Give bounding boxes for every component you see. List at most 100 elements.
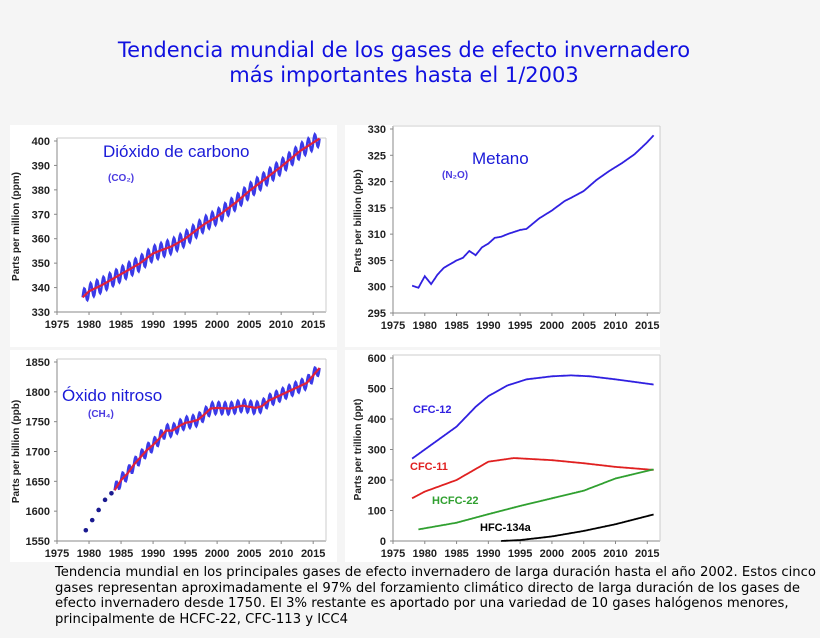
y-tick-label: 200 <box>368 475 386 487</box>
x-tick-label: 2005 <box>571 548 595 560</box>
x-tick-label: 2005 <box>237 319 261 331</box>
y-tick-label: 390 <box>32 160 50 172</box>
title-line-1: Tendencia mundial de los gases de efecto… <box>117 38 691 62</box>
x-tick-label: 2010 <box>603 548 627 560</box>
panel-background <box>10 350 337 562</box>
y-tick-label: 1600 <box>26 506 50 518</box>
x-tick-label: 1980 <box>77 319 101 331</box>
series-line <box>411 374 654 460</box>
y-tick-label: 1700 <box>26 447 50 459</box>
y-tick-label: 600 <box>368 353 386 365</box>
series-label: CFC-12 <box>413 404 452 416</box>
x-tick-label: 1995 <box>173 548 197 560</box>
x-tick-label: 1990 <box>476 320 500 332</box>
y-tick-label: 380 <box>32 185 50 197</box>
x-tick-label: 1990 <box>141 548 165 560</box>
chart-title: Metano <box>472 149 529 168</box>
x-tick-label: 1975 <box>45 319 69 331</box>
chart-subtitle: (CH₄) <box>88 409 114 420</box>
chart-panel-4: 1975 1980 1985 1990 1995 2000 2005 2010 2015 0 100… <box>345 350 661 562</box>
x-tick-label: 1985 <box>109 548 133 560</box>
x-tick-label: 1975 <box>381 548 405 560</box>
caption: Tendencia mundial en los principales gas… <box>55 565 816 627</box>
series-line <box>411 134 655 289</box>
y-tick-label: 400 <box>368 414 386 426</box>
y-tick-label: 325 <box>368 150 386 162</box>
y-tick-label: 330 <box>368 124 386 136</box>
x-tick-label: 2005 <box>571 320 595 332</box>
y-tick-label: 400 <box>32 136 50 148</box>
y-axis-label: Parts per billion (ppb) <box>353 169 364 272</box>
y-axis-label: Parts per billion (ppb) <box>11 400 22 503</box>
data-point <box>96 507 101 513</box>
y-axis-label: Parts per million (ppm) <box>11 172 22 281</box>
chart-panel-1: 1975 1980 1985 1990 1995 2000 2005 2010 2015 330 3… <box>10 125 337 347</box>
x-tick-label: 2010 <box>603 320 627 332</box>
data-point <box>83 527 89 533</box>
y-tick-label: 1800 <box>26 387 50 399</box>
x-tick-label: 1975 <box>45 548 69 560</box>
y-tick-label: 315 <box>368 203 386 215</box>
y-tick-label: 295 <box>368 308 386 320</box>
x-tick-label: 1990 <box>141 319 165 331</box>
y-tick-label: 320 <box>368 177 386 189</box>
x-tick-label: 2015 <box>301 319 325 331</box>
y-tick-label: 1650 <box>26 476 50 488</box>
x-tick-label: 2015 <box>635 320 659 332</box>
y-tick-label: 310 <box>368 229 386 241</box>
x-tick-label: 2010 <box>269 548 293 560</box>
series-line <box>418 468 654 531</box>
series-label: CFC-11 <box>410 461 448 473</box>
series-label: HFC-134a <box>480 522 532 534</box>
y-tick-label: 340 <box>32 283 50 295</box>
x-tick-label: 1975 <box>381 320 405 332</box>
chart-subtitle: (CO₂) <box>108 173 134 184</box>
x-tick-label: 1995 <box>508 548 532 560</box>
y-tick-label: 100 <box>368 506 386 518</box>
data-point <box>89 517 95 523</box>
x-tick-label: 2000 <box>540 548 564 560</box>
x-tick-label: 2005 <box>237 548 261 560</box>
chart-subtitle: (N₂O) <box>442 170 468 181</box>
y-tick-label: 360 <box>32 234 50 246</box>
y-tick-label: 370 <box>32 209 50 221</box>
y-tick-label: 1850 <box>26 357 50 369</box>
x-tick-label: 1995 <box>173 319 197 331</box>
page-title: Tendencia mundial de los gases de efecto… <box>0 38 808 88</box>
x-tick-label: 2015 <box>301 548 325 560</box>
x-tick-label: 1990 <box>476 548 500 560</box>
data-point <box>109 490 114 496</box>
series-line <box>411 457 654 500</box>
y-tick-label: 0 <box>380 536 386 548</box>
title-line-2: más importantes hasta el 1/2003 <box>229 63 579 87</box>
y-tick-label: 300 <box>368 282 386 294</box>
x-tick-label: 1995 <box>508 320 532 332</box>
x-tick-label: 2000 <box>540 320 564 332</box>
series-line <box>501 513 654 542</box>
x-tick-label: 1980 <box>413 548 437 560</box>
y-tick-label: 500 <box>368 384 386 396</box>
y-tick-label: 1550 <box>26 536 50 548</box>
chart-panel-3: 1975 1980 1985 1990 1995 2000 2005 2010 2015 1550… <box>10 350 337 562</box>
x-tick-label: 2015 <box>635 548 659 560</box>
x-tick-label: 1980 <box>77 548 101 560</box>
y-tick-label: 350 <box>32 258 50 270</box>
data-point <box>102 497 108 503</box>
x-tick-label: 1985 <box>109 319 133 331</box>
chart-title: Dióxido de carbono <box>103 142 249 161</box>
x-tick-label: 2000 <box>205 319 229 331</box>
x-tick-label: 2000 <box>205 548 229 560</box>
x-tick-label: 1985 <box>444 320 468 332</box>
chart-panel-2: 1975 1980 1985 1990 1995 2000 2005 2010 2015 295 3… <box>345 124 661 347</box>
x-tick-label: 1980 <box>413 320 437 332</box>
series-label: HCFC-22 <box>432 495 478 507</box>
y-tick-label: 330 <box>32 307 50 319</box>
x-tick-label: 2010 <box>269 319 293 331</box>
y-tick-label: 1750 <box>26 417 50 429</box>
y-axis-label: Parts per trillion (ppt) <box>353 399 364 501</box>
chart-title: Óxido nitroso <box>62 386 162 405</box>
y-tick-label: 300 <box>368 445 386 457</box>
y-tick-label: 305 <box>368 255 386 267</box>
series-line <box>81 137 321 299</box>
